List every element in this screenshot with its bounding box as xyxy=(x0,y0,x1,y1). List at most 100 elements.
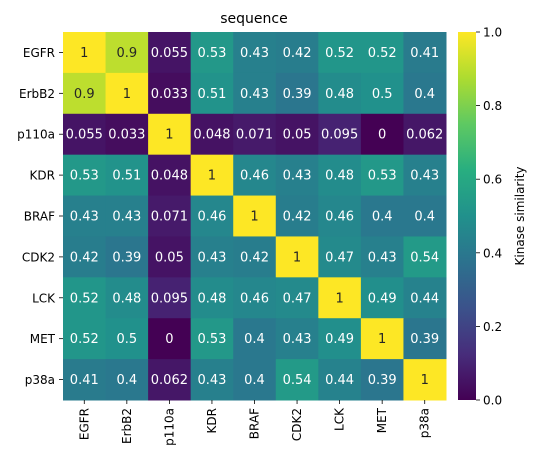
heatmap-cell xyxy=(233,277,277,319)
heatmap-cell xyxy=(233,195,277,237)
cell-value-label: 0.54 xyxy=(283,373,312,388)
y-tick-label: BRAF xyxy=(24,210,55,224)
heatmap-cell xyxy=(360,236,404,278)
heatmap-cell xyxy=(63,195,107,237)
cell-value-label: 0.43 xyxy=(283,332,312,347)
heatmap-cell xyxy=(148,277,192,319)
x-tick-label: LCK xyxy=(333,407,347,431)
heatmap-cell xyxy=(148,318,192,360)
x-tick-label: BRAF xyxy=(248,408,262,439)
heatmap-cell xyxy=(63,72,107,115)
cell-value-label: 0.033 xyxy=(108,128,145,143)
heatmap-cell xyxy=(105,277,149,319)
heatmap-cell xyxy=(190,72,234,115)
heatmap-cell-labels: 1 0.9 0.055 0.53 0.43 0.42 0.52 0.52 0.410.9 1 0.0… xyxy=(66,46,444,388)
cell-value-label: 0.9 xyxy=(116,46,137,61)
heatmap-cell xyxy=(403,32,447,74)
y-axis: EGFR ErbB2 p110a KDR BRAF CDK2 LCK MET p38a xyxy=(17,46,63,387)
cell-value-label: 0.48 xyxy=(112,291,141,306)
cell-value-label: 0.48 xyxy=(197,291,226,306)
y-tick-label: EGFR xyxy=(23,46,55,60)
heatmap-cell xyxy=(148,359,192,401)
y-tick-label: p110a xyxy=(17,128,55,142)
heatmap-cell xyxy=(318,72,362,115)
cell-value-label: 0.4 xyxy=(244,373,265,388)
heatmap-cell xyxy=(105,195,149,237)
cell-value-label: 0.48 xyxy=(325,169,354,184)
heatmap-cell xyxy=(105,154,149,197)
cell-value-label: 0.39 xyxy=(410,332,439,347)
cell-value-label: 0.9 xyxy=(74,87,95,102)
heatmap-cell xyxy=(275,32,319,74)
heatmap-cell xyxy=(318,32,362,74)
heatmap-cell xyxy=(275,277,319,319)
colorbar-tick-label: 0.8 xyxy=(483,99,502,113)
cell-value-label: 1 xyxy=(335,291,343,306)
cell-value-label: 0.5 xyxy=(372,87,393,102)
cell-value-label: 1 xyxy=(165,128,173,143)
cell-value-label: 0.42 xyxy=(283,210,312,225)
heatmap-cell xyxy=(360,154,404,197)
cell-value-label: 0.048 xyxy=(193,128,230,143)
heatmap-cell xyxy=(105,318,149,360)
cell-value-label: 0.41 xyxy=(410,46,439,61)
cell-value-label: 0.39 xyxy=(112,250,141,265)
cell-value-label: 0.46 xyxy=(197,210,226,225)
heatmap-cell xyxy=(190,113,234,156)
y-tick-label: KDR xyxy=(30,169,55,183)
x-tick-label: CDK2 xyxy=(290,408,304,441)
heatmap-cell xyxy=(360,277,404,319)
cell-value-label: 0.53 xyxy=(70,169,99,184)
cell-value-label: 0.048 xyxy=(151,169,188,184)
cell-value-label: 0.53 xyxy=(197,332,226,347)
cell-value-label: 0.42 xyxy=(240,250,269,265)
heatmap-cell xyxy=(190,359,234,401)
heatmap-cells xyxy=(63,32,447,401)
heatmap-cell xyxy=(233,318,277,360)
heatmap-cell xyxy=(318,359,362,401)
heatmap-cell xyxy=(233,32,277,74)
cell-value-label: 0.4 xyxy=(414,210,435,225)
cell-value-label: 0.46 xyxy=(325,210,354,225)
cell-value-label: 0.5 xyxy=(116,332,137,347)
x-tick-label: MET xyxy=(375,407,389,433)
colorbar-tick-label: 0.0 xyxy=(483,394,502,408)
cell-value-label: 0.49 xyxy=(368,291,397,306)
heatmap-cell xyxy=(360,359,404,401)
cell-value-label: 1 xyxy=(250,210,258,225)
colorbar-tick-label: 0.6 xyxy=(483,173,502,187)
heatmap-cell xyxy=(233,72,277,115)
cell-value-label: 1 xyxy=(293,250,301,265)
y-tick-label: p38a xyxy=(25,373,55,387)
x-tick-label: p38a xyxy=(418,408,432,438)
heatmap-cell xyxy=(190,154,234,197)
cell-value-label: 0.4 xyxy=(372,210,393,225)
heatmap-cell xyxy=(403,154,447,197)
x-axis: EGFR ErbB2 p110a KDR BRAF CDK2 LCK MET p38a xyxy=(77,400,432,446)
heatmap-cell xyxy=(233,154,277,197)
cell-value-label: 0.42 xyxy=(70,250,99,265)
chart-title: sequence xyxy=(220,11,287,27)
heatmap-cell xyxy=(63,32,107,74)
heatmap-cell xyxy=(233,113,277,156)
cell-value-label: 0.52 xyxy=(70,332,99,347)
heatmap-cell xyxy=(318,154,362,197)
heatmap-cell xyxy=(403,236,447,278)
heatmap-cell xyxy=(318,195,362,237)
cell-value-label: 0.033 xyxy=(151,87,188,102)
cell-value-label: 0.41 xyxy=(70,373,99,388)
heatmap-cell xyxy=(318,318,362,360)
heatmap-cell xyxy=(360,113,404,156)
heatmap-cell xyxy=(275,236,319,278)
cell-value-label: 0.05 xyxy=(155,250,184,265)
cell-value-label: 0.095 xyxy=(321,128,358,143)
cell-value-label: 0.43 xyxy=(112,210,141,225)
colorbar-tick-label: 0.2 xyxy=(483,320,502,334)
cell-value-label: 0 xyxy=(165,332,173,347)
cell-value-label: 0.49 xyxy=(325,332,354,347)
cell-value-label: 0.44 xyxy=(410,291,439,306)
heatmap-cell xyxy=(63,113,107,156)
cell-value-label: 1 xyxy=(378,332,386,347)
colorbar-tick-label: 1.0 xyxy=(483,26,502,40)
